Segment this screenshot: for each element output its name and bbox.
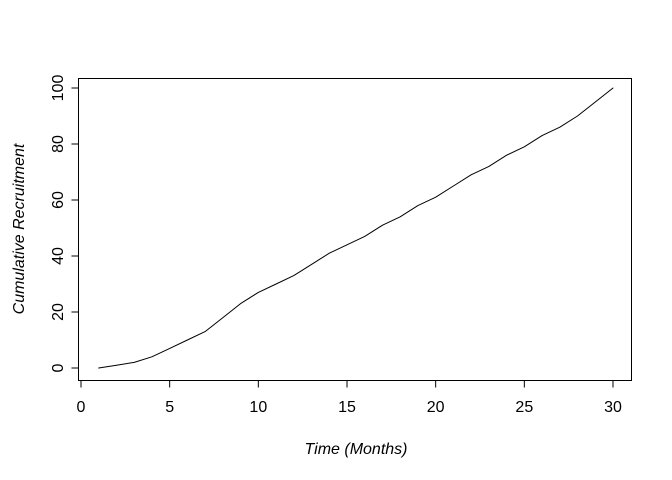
x-tick-label: 10 — [249, 399, 267, 416]
x-tick-label: 30 — [604, 399, 622, 416]
x-axis-ticks: 0 5 10 15 20 25 30 — [77, 380, 622, 416]
y-tick-label: 80 — [50, 135, 67, 153]
y-tick-label: 100 — [50, 75, 67, 102]
x-tick-label: 25 — [515, 399, 533, 416]
y-tick-label: 0 — [50, 363, 67, 372]
y-axis-label: Cumulative Recruitment — [11, 143, 28, 314]
x-axis-label: Time (Months) — [305, 441, 408, 458]
x-tick-label: 5 — [165, 399, 174, 416]
x-tick-label: 0 — [77, 399, 86, 416]
plot-box — [78, 78, 632, 381]
y-tick-label: 60 — [50, 191, 67, 209]
y-axis-ticks: 0 20 40 60 80 100 — [50, 75, 79, 372]
x-tick-label: 20 — [427, 399, 445, 416]
y-tick-label: 20 — [50, 303, 67, 321]
y-tick-label: 40 — [50, 247, 67, 265]
data-line — [98, 87, 614, 369]
x-tick-label: 15 — [338, 399, 356, 416]
